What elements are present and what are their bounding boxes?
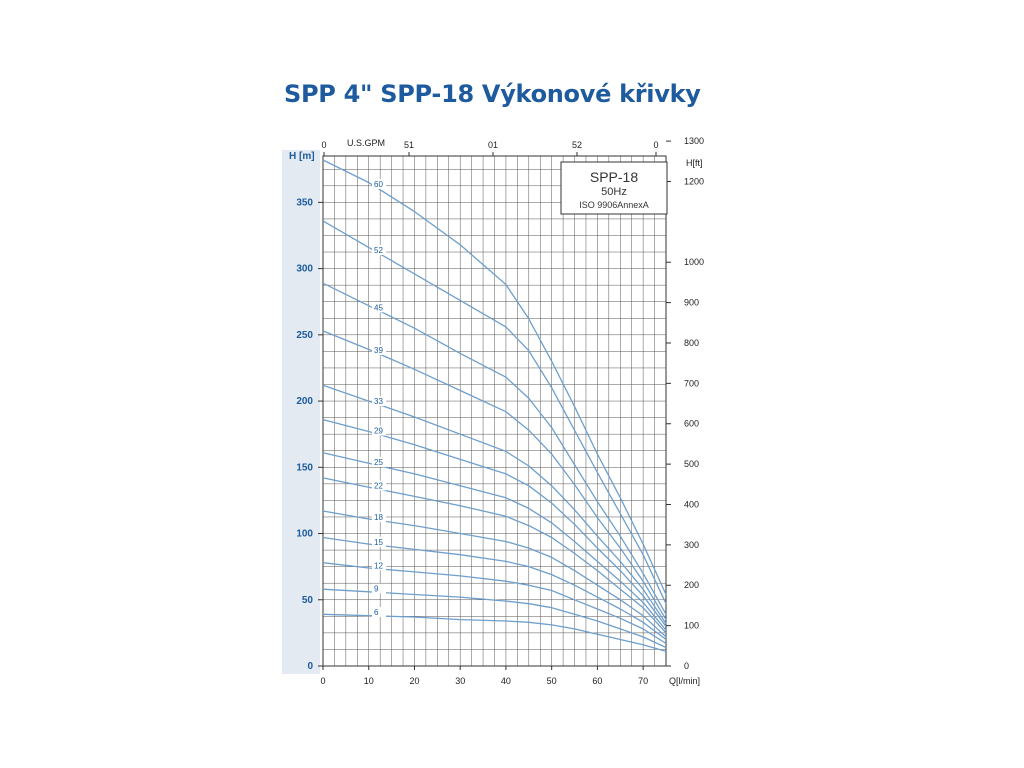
page-title: SPP 4" SPP-18 Výkonové křivky (284, 80, 701, 108)
curve-12 (322, 562, 667, 645)
curve-22 (322, 477, 667, 634)
curve-52 (322, 220, 667, 604)
y-tick-label: 300 (296, 264, 313, 275)
x-tick-label: 20 (409, 676, 419, 686)
right-tick-label: 200 (684, 580, 699, 590)
curve-label-bg (372, 345, 386, 356)
y-axis-label: H [m] (289, 151, 315, 162)
y-axis-band (282, 150, 320, 674)
x-tick-label: 70 (638, 676, 648, 686)
curve-33 (322, 384, 667, 624)
right-tick-label: 700 (684, 378, 699, 388)
curve-label-33: 33 (374, 397, 383, 406)
right-tick-label: 400 (684, 499, 699, 509)
curve-label-bg (372, 302, 386, 313)
curve-label-18: 18 (374, 513, 383, 522)
curve-label-bg (372, 560, 386, 571)
curve-label-12: 12 (374, 561, 383, 570)
curve-25 (322, 452, 667, 631)
curve-label-bg (372, 480, 386, 491)
curve-18 (322, 510, 667, 638)
curve-label-bg (372, 583, 386, 594)
curve-29 (322, 418, 667, 627)
y-tick-label: 250 (296, 330, 313, 341)
x-tick-label: 50 (547, 676, 557, 686)
top-tick-label: 51 (404, 140, 414, 150)
curve-label-29: 29 (374, 427, 383, 436)
x-tick-label: 10 (364, 676, 374, 686)
curve-label-bg (372, 396, 386, 407)
curve-label-bg (372, 511, 386, 522)
curve-label-bg (372, 179, 386, 190)
curve-label-bg (372, 425, 386, 436)
curves: 60 52 45 39 33 29 25 22 18 15 12 9 6 (322, 159, 667, 653)
top-tick-label: 01 (488, 140, 498, 150)
curve-6 (322, 613, 667, 653)
legend-frame (560, 161, 668, 215)
y-tick-label: 150 (296, 462, 313, 473)
curve-label-15: 15 (374, 538, 383, 547)
curve-label-bg (372, 606, 386, 617)
curve-label-25: 25 (374, 458, 383, 467)
y-tick-label: 50 (302, 595, 314, 606)
curve-label-bg (372, 456, 386, 467)
right-tick-label: 600 (684, 419, 699, 429)
curve-39 (322, 330, 667, 620)
curve-label-22: 22 (374, 481, 383, 490)
curve-label-52: 52 (374, 246, 383, 255)
curve-label-60: 60 (374, 180, 383, 189)
y-tick-label: 350 (296, 197, 313, 208)
right-tick-label: 500 (684, 459, 699, 469)
curve-label-45: 45 (374, 303, 383, 312)
x-tick-label: 40 (501, 676, 511, 686)
plot-frame (322, 155, 667, 667)
y-tick-label: 0 (307, 661, 313, 672)
curve-label-bg (372, 536, 386, 547)
right-tick-label: 300 (684, 540, 699, 550)
curve-label-bg (372, 245, 386, 256)
top-tick-label: 0 (321, 140, 326, 150)
x-tick-label: 30 (455, 676, 465, 686)
curve-15 (322, 536, 667, 641)
curve-9 (322, 588, 667, 649)
curve-60 (322, 159, 667, 595)
legend-standard: ISO 9906AnnexA (579, 200, 649, 210)
right-tick-label: 1000 (684, 257, 704, 267)
x-tick-label: 60 (592, 676, 602, 686)
x-axis-label: Q[l/min] (669, 676, 700, 686)
legend-model: SPP-18 (590, 169, 638, 185)
top-tick-label: 52 (572, 140, 582, 150)
x-tick-label: 0 (320, 676, 325, 686)
right-tick-label: 1200 (684, 176, 704, 186)
top-axis-label: U.S.GPM (347, 138, 385, 148)
y-tick-label: 100 (296, 529, 313, 540)
right-tick-label: 1300 (684, 136, 704, 146)
curve-label-9: 9 (374, 584, 379, 593)
right-tick-label: 800 (684, 338, 699, 348)
right-axis-label: H[ft] (686, 158, 703, 168)
curve-label-39: 39 (374, 346, 383, 355)
curve-45 (322, 282, 667, 615)
curve-label-6: 6 (374, 608, 379, 617)
right-tick-label: 100 (684, 621, 699, 631)
y-tick-label: 200 (296, 396, 313, 407)
right-tick-label: 900 (684, 298, 699, 308)
top-tick-label: 0 (653, 140, 658, 150)
right-tick-label: 0 (684, 661, 689, 671)
legend-frequency: 50Hz (601, 186, 627, 198)
